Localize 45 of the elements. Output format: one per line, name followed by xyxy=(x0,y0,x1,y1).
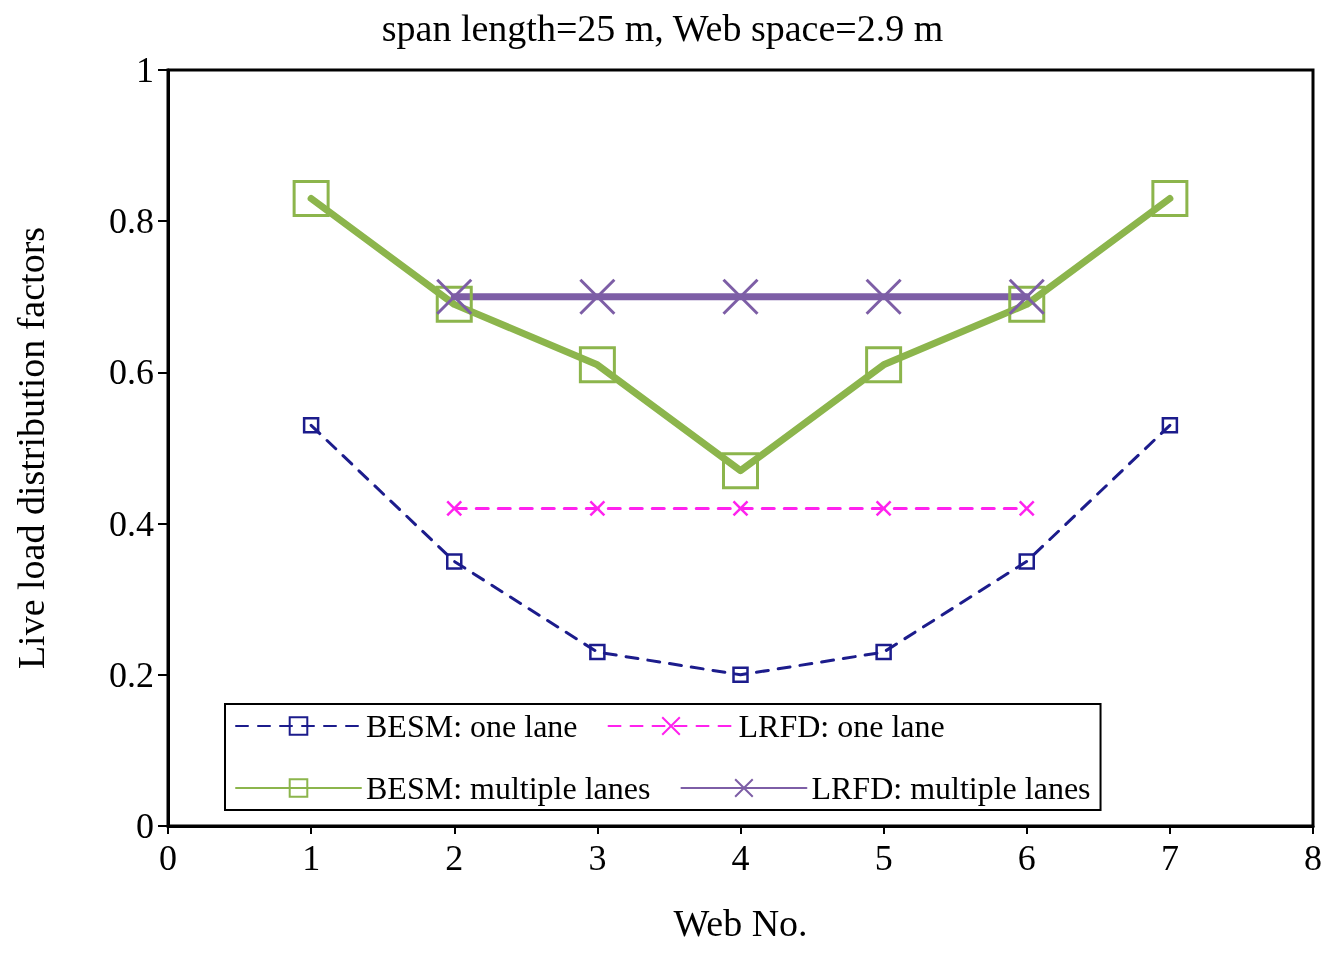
point xyxy=(589,500,606,517)
point xyxy=(722,278,759,316)
y-tick-label: 1 xyxy=(136,50,154,90)
point xyxy=(302,417,320,434)
chart-title: span length=25 m, Web space=2.9 m xyxy=(381,7,944,49)
y-tick-label: 0.6 xyxy=(109,352,154,393)
x-tick-label: 2 xyxy=(445,838,464,878)
legend-label: BESM: one lane xyxy=(366,708,578,744)
point xyxy=(435,285,473,323)
x-tick-label: 1 xyxy=(302,838,321,878)
x-tick-label: 3 xyxy=(588,838,607,878)
y-tick-label: 0 xyxy=(136,806,154,846)
legend-label: LRFD: one lane xyxy=(738,708,945,744)
point xyxy=(732,500,749,517)
point xyxy=(446,500,463,517)
point xyxy=(1018,553,1035,570)
point xyxy=(1018,500,1035,517)
point xyxy=(732,666,749,684)
point xyxy=(578,278,616,316)
x-tick-label: 6 xyxy=(1017,838,1036,878)
y-tick-label: 0.8 xyxy=(109,201,154,242)
x-tick-label: 4 xyxy=(731,838,750,878)
point xyxy=(435,278,473,316)
x-tick-label: 8 xyxy=(1304,838,1322,878)
x-tick-label: 5 xyxy=(874,838,893,878)
y-tick-label: 0.4 xyxy=(109,503,154,544)
y-axis-title: Live load distribution factors xyxy=(10,226,52,670)
point xyxy=(875,643,892,661)
x-axis-title: Web No. xyxy=(673,902,808,944)
legend-label: BESM: multiple lanes xyxy=(366,770,651,806)
point xyxy=(865,346,903,384)
point xyxy=(589,643,606,661)
point xyxy=(1161,417,1179,434)
x-tick-label: 7 xyxy=(1160,838,1179,878)
point xyxy=(578,346,616,384)
point xyxy=(875,500,892,517)
point xyxy=(1008,278,1046,316)
point xyxy=(446,553,463,570)
point xyxy=(1008,285,1046,323)
y-tick-label: 0.2 xyxy=(109,654,154,695)
point xyxy=(722,452,759,490)
point xyxy=(865,278,903,316)
legend-label: LRFD: multiple lanes xyxy=(811,770,1091,806)
point xyxy=(292,180,330,218)
point xyxy=(1151,180,1189,218)
